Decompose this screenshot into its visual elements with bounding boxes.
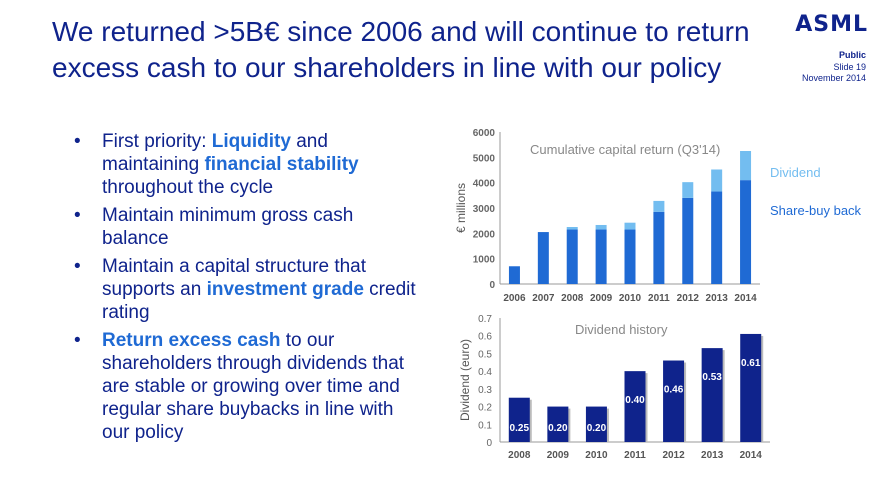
bullet-highlight: financial stability: [204, 154, 359, 175]
buyback-bar: [537, 232, 549, 284]
chart-title: Cumulative capital return (Q3'14): [530, 142, 720, 157]
dividend-bar: [740, 151, 752, 181]
bullet-highlight: Return excess cash: [102, 330, 281, 351]
data-label: 0.53: [702, 372, 722, 383]
y-tick-label: 0.7: [478, 314, 492, 325]
dividend-bar: [624, 222, 636, 230]
cumulative-capital-return-chart: 0 1000 2000 3000 4000 5000 6000 € millions 2006 2…: [454, 128, 862, 304]
dividend-bar: [701, 348, 723, 442]
dividend-bar: [585, 406, 607, 442]
x-tick-label: 2012: [662, 450, 685, 461]
dividend-bar: [711, 169, 723, 192]
buyback-bar: [566, 229, 578, 284]
x-tick-label: 2007: [532, 293, 555, 304]
slide-date: November 2014: [801, 73, 866, 83]
x-tick-label: 2008: [508, 450, 531, 461]
bullet-list: First priority: Liquidity and maintainin…: [74, 130, 424, 449]
x-tick-label: 2013: [701, 450, 724, 461]
x-tick-label: 2008: [561, 293, 584, 304]
y-tick-label: 5000: [473, 153, 496, 164]
bullet-item: First priority: Liquidity and maintainin…: [74, 130, 424, 199]
slide-number: Slide 19: [833, 62, 866, 72]
y-tick-label: 0: [486, 438, 492, 449]
y-tick-label: 6000: [473, 128, 496, 139]
data-label: 0.40: [625, 395, 645, 406]
dividend-bar: [682, 182, 694, 198]
slide-meta: Public Slide 19 November 2014: [802, 50, 866, 84]
chart-title: Dividend history: [575, 322, 668, 337]
bullet-text: to our shareholders through dividends th…: [102, 330, 405, 443]
dividend-bar: [566, 227, 578, 230]
y-tick-label: 0: [489, 280, 495, 291]
buyback-bar: [682, 197, 694, 284]
buyback-bar: [508, 266, 520, 284]
bullet-highlight: Liquidity: [211, 131, 291, 152]
buyback-bar: [595, 229, 607, 284]
bullet-text: credit rating: [102, 279, 416, 323]
dividend-bar: [653, 200, 665, 212]
x-tick-label: 2010: [619, 293, 642, 304]
dividend-bar: [595, 224, 607, 230]
buyback-bar: [624, 229, 636, 284]
bullet-text: First priority:: [102, 131, 212, 152]
y-tick-label: 0.3: [478, 385, 492, 396]
y-tick-label: 3000: [473, 204, 496, 215]
data-label: 0.20: [587, 423, 607, 434]
x-tick-label: 2012: [677, 293, 700, 304]
x-tick-label: 2010: [585, 450, 608, 461]
x-tick-label: 2011: [648, 293, 670, 304]
dividend-history-chart: 0 0.1 0.2 0.3 0.4 0.5 0.6 0.7 Dividend (euro) 0.2…: [458, 314, 770, 461]
x-tick-label: 2011: [624, 450, 646, 461]
legend-dividend: Dividend: [770, 165, 821, 180]
y-axis-label: Dividend (euro): [458, 339, 472, 421]
data-label: 0.46: [664, 385, 684, 396]
y-tick-label: 0.4: [478, 367, 492, 378]
x-tick-label: 2013: [706, 293, 729, 304]
buyback-bar: [653, 211, 665, 284]
data-label: 0.25: [510, 423, 530, 434]
bullet-text: throughout the cycle: [102, 177, 274, 198]
classification-label: Public: [838, 50, 866, 60]
buyback-bar: [740, 180, 752, 284]
dividend-bar: [624, 371, 646, 442]
y-axis-label: € millions: [454, 183, 468, 233]
dividend-bar: [508, 397, 530, 442]
bullet-text: Maintain a capital structure that suppor…: [102, 256, 367, 300]
bullet-text: and maintaining: [102, 131, 328, 175]
x-tick-label: 2006: [503, 293, 526, 304]
legend-share-buyback: Share-buy back: [770, 203, 862, 218]
dividend-bar: [663, 360, 685, 442]
bullet-item: Maintain minimum gross cash balance: [74, 204, 424, 250]
data-label: 0.20: [548, 423, 568, 434]
x-tick-label: 2014: [740, 450, 763, 461]
y-tick-label: 4000: [473, 179, 496, 190]
x-tick-label: 2009: [547, 450, 570, 461]
y-tick-label: 0.1: [478, 420, 492, 431]
bullet-item: Return excess cash to our shareholders t…: [74, 329, 424, 444]
x-tick-label: 2014: [734, 293, 757, 304]
dividend-bar: [740, 333, 762, 442]
bullet-text: Maintain minimum gross cash balance: [102, 205, 354, 249]
y-tick-label: 0.2: [478, 403, 492, 414]
asml-logo: ASML: [795, 12, 868, 37]
bullet-item: Maintain a capital structure that suppor…: [74, 255, 424, 324]
bullet-highlight: investment grade: [206, 279, 364, 300]
y-tick-label: 0.5: [478, 349, 492, 360]
y-tick-label: 2000: [473, 229, 496, 240]
slide-title: We returned >5B€ since 2006 and will con…: [52, 16, 750, 83]
dividend-bar: [547, 406, 569, 442]
data-label: 0.61: [741, 358, 761, 369]
x-tick-label: 2009: [590, 293, 613, 304]
y-tick-label: 0.6: [478, 332, 492, 343]
y-tick-label: 1000: [473, 255, 496, 266]
buyback-bar: [711, 191, 723, 284]
